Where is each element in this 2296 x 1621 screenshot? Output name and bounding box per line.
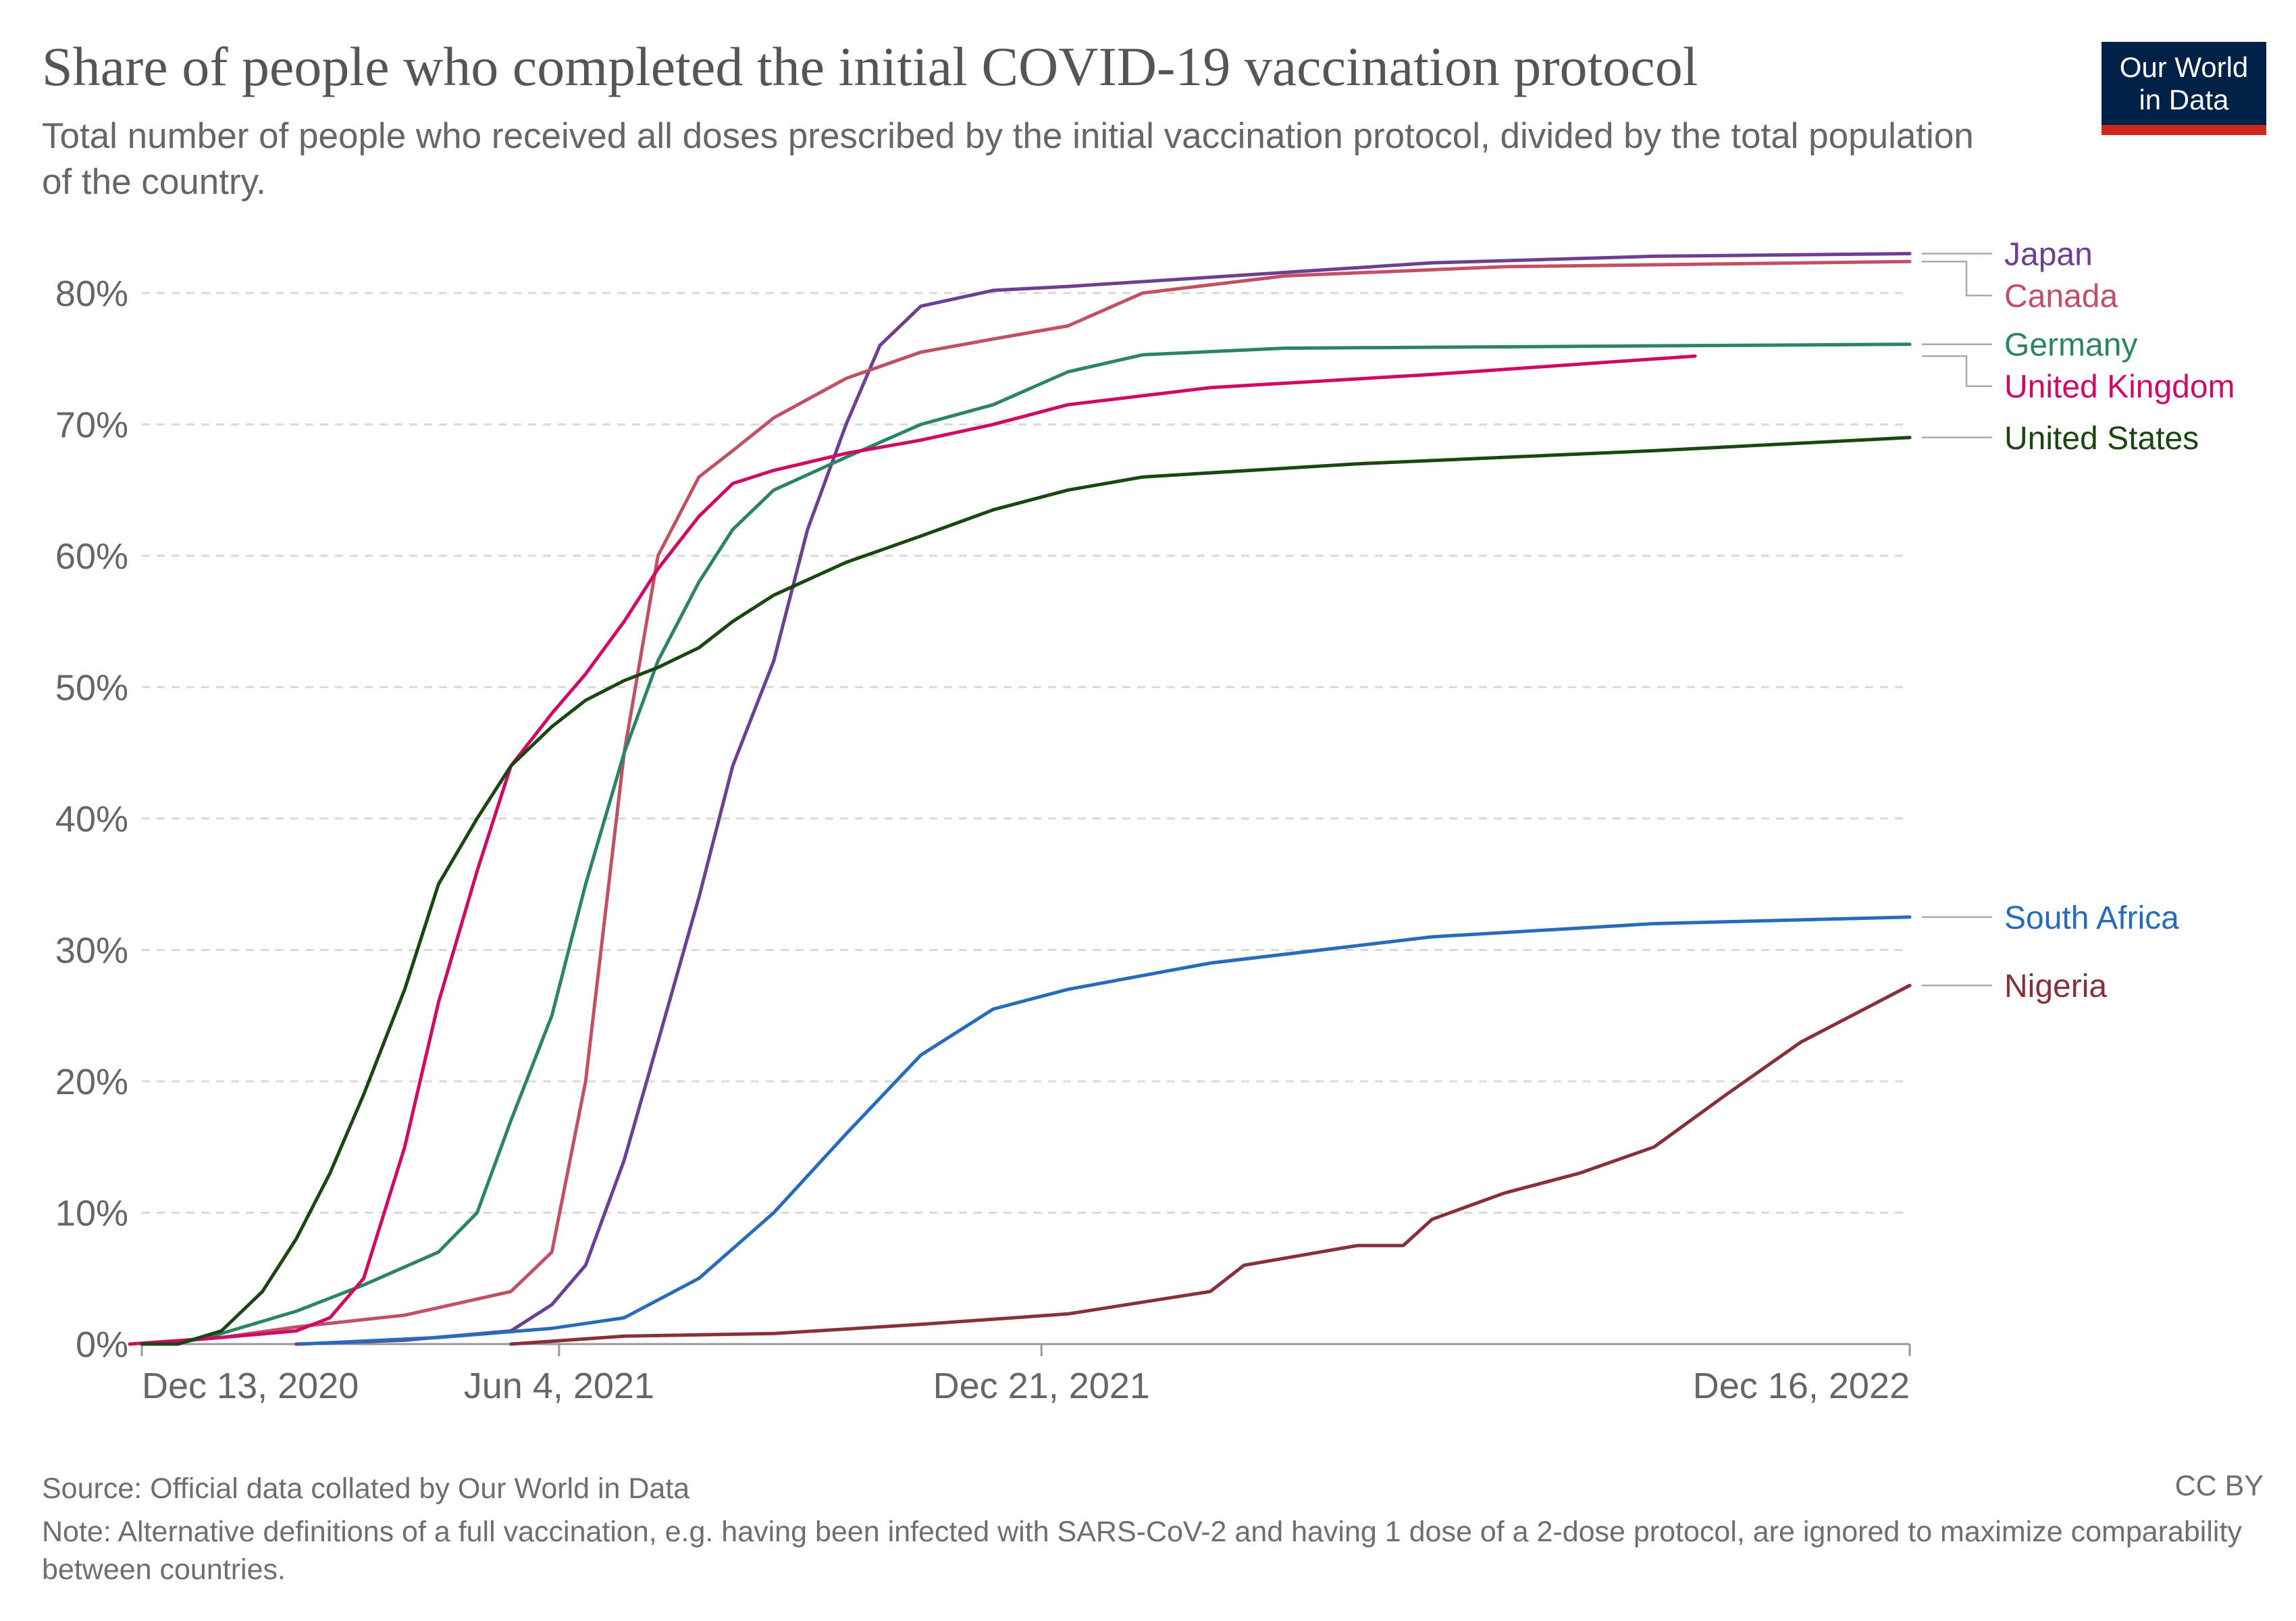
series-line-canada[interactable]	[145, 259, 1912, 1346]
chart-title: Share of people who completed the initia…	[42, 36, 1698, 97]
logo-accent-bar	[2102, 125, 2266, 135]
note-text: Note: Alternative definitions of a full …	[42, 1516, 2242, 1586]
x-tick-label: Jun 4, 2021	[464, 1366, 654, 1406]
legend-label-germany[interactable]: Germany	[2004, 328, 2137, 363]
y-tick-label: 30%	[55, 930, 128, 971]
y-tick-label: 70%	[55, 405, 128, 445]
series-line-nigeria[interactable]	[509, 983, 1912, 1346]
series-line-germany[interactable]	[174, 342, 1912, 1346]
x-tick-label: Dec 13, 2020	[142, 1366, 359, 1406]
series-line-united-states[interactable]	[140, 436, 1912, 1346]
legend-label-south-africa[interactable]: South Africa	[2004, 900, 2179, 936]
y-tick-label: 50%	[55, 667, 128, 708]
y-tick-label: 0%	[76, 1324, 128, 1365]
legend-connector	[1922, 355, 1992, 387]
y-tick-label: 20%	[55, 1062, 128, 1102]
y-tick-label: 40%	[55, 799, 128, 840]
series-line-united-kingdom[interactable]	[128, 354, 1697, 1346]
x-tick-label: Dec 21, 2021	[933, 1366, 1150, 1406]
legend-label-nigeria[interactable]: Nigeria	[2004, 969, 2107, 1004]
legend-label-united-states[interactable]: United States	[2004, 421, 2199, 457]
license-link[interactable]: CC BY	[2174, 1470, 2264, 1502]
y-tick-label: 80%	[55, 274, 128, 314]
logo-line-1: Our World	[2119, 51, 2249, 83]
series-line-south-africa[interactable]	[299, 915, 1912, 1346]
y-tick-label: 10%	[55, 1193, 128, 1233]
legend-connector	[1922, 260, 1992, 297]
legend-label-canada[interactable]: Canada	[2004, 278, 2118, 314]
owid-logo[interactable]: Our World in Data	[2102, 42, 2266, 135]
series-line-japan[interactable]	[294, 252, 1912, 1346]
line-chart: 0% 10% 20% 30% 40% 50% 60% 70% 80% Dec 13, 2020 Ju…	[55, 236, 2235, 1406]
logo-line-2: in Data	[2139, 84, 2229, 115]
source-text: Source: Official data collated by Our Wo…	[42, 1472, 690, 1505]
x-tick-label: Dec 16, 2022	[1693, 1366, 1910, 1406]
chart-subtitle: Total number of people who received all …	[42, 116, 1974, 202]
legend-label-united-kingdom[interactable]: United Kingdom	[2004, 369, 2235, 405]
legend-label-japan[interactable]: Japan	[2004, 236, 2093, 272]
y-tick-label: 60%	[55, 536, 128, 577]
